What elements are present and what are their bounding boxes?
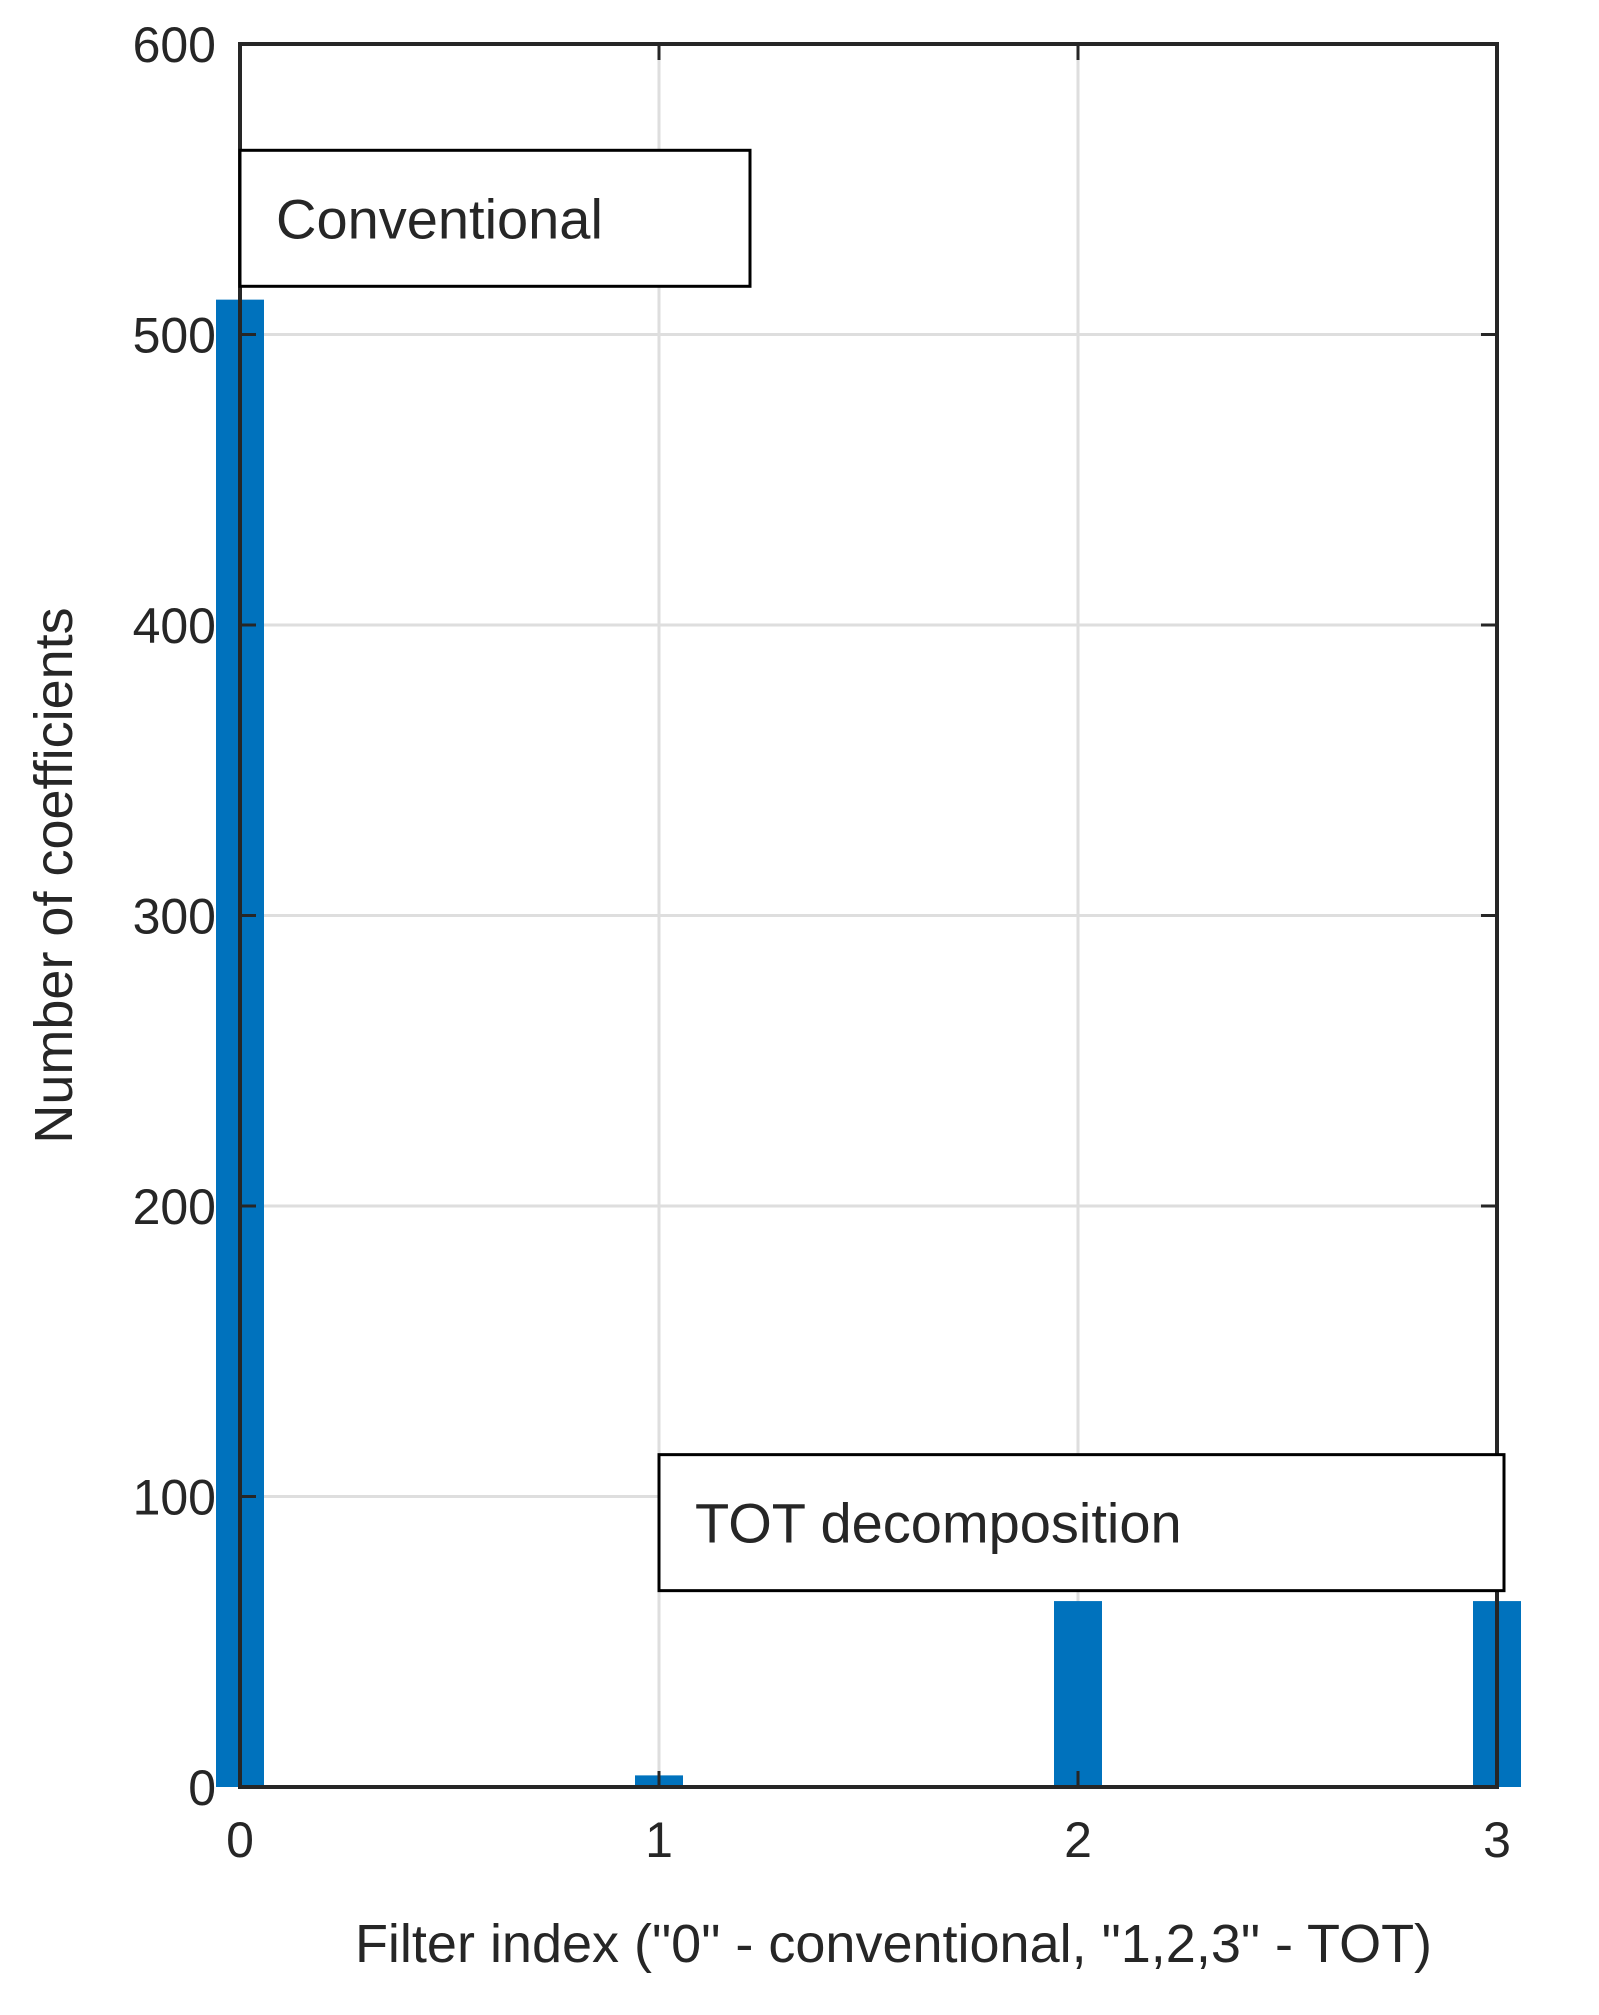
y-tick-label: 500: [133, 308, 216, 364]
y-tick-label: 100: [133, 1470, 216, 1526]
annotation-box: [238, 148, 752, 288]
y-tick-label: 600: [133, 17, 216, 73]
y-tick-label: 0: [188, 1760, 216, 1816]
x-tick-label: 3: [1483, 1812, 1511, 1868]
annotation-text: Conventional: [276, 187, 603, 250]
x-tick-label: 1: [645, 1812, 673, 1868]
y-tick-label: 200: [133, 1179, 216, 1235]
x-axis-label: Filter index ("0" - conventional, "1,2,3…: [355, 1914, 1432, 1974]
x-tick-label: 2: [1064, 1812, 1092, 1868]
y-axis-label: Number of coefficients: [24, 607, 84, 1143]
y-tick-label: 300: [133, 889, 216, 945]
y-tick-label: 400: [133, 598, 216, 654]
annotations: Conventional TOT decomposition: [238, 148, 1506, 1593]
annotation-text: TOT decomposition: [695, 1492, 1182, 1555]
annotation-box: [657, 1453, 1506, 1593]
axes: 0 1 2 3 0 100 200 300 400 500 600: [133, 17, 1511, 1868]
x-tick-label: 0: [226, 1812, 254, 1868]
bar-2: [1054, 1601, 1102, 1787]
